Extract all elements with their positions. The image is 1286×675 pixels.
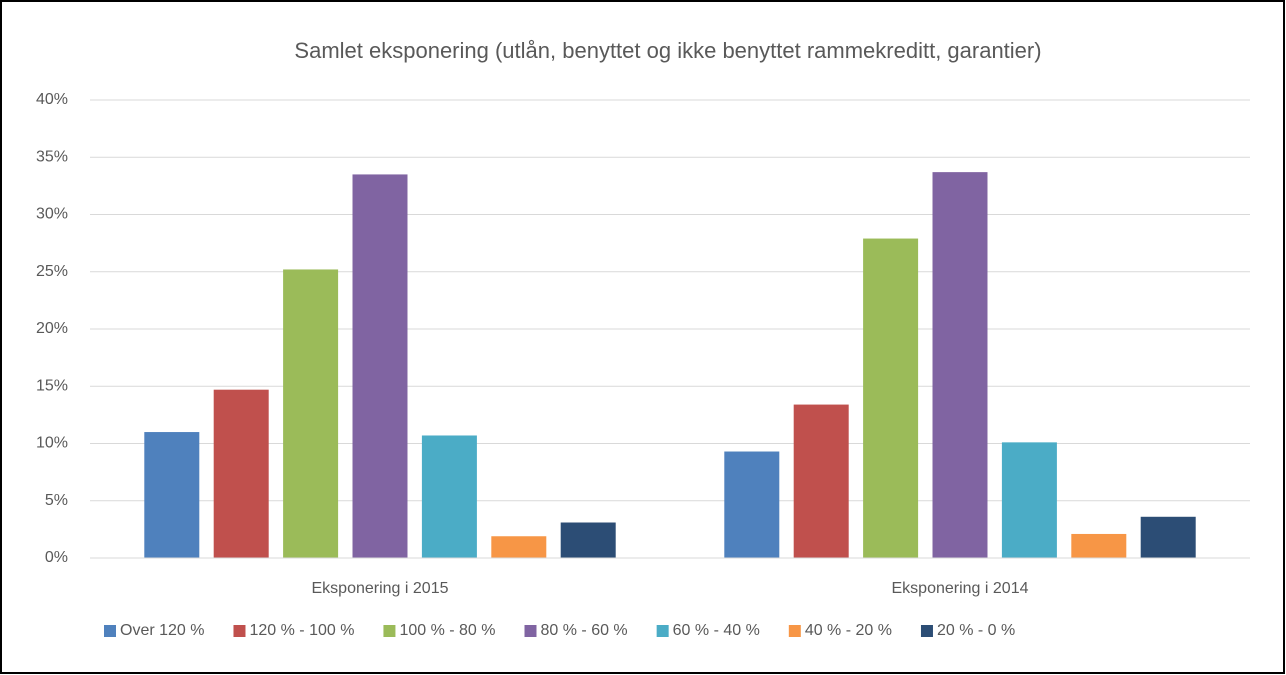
legend-label: 40 % - 20 % (805, 622, 892, 639)
legend-swatch (233, 625, 246, 637)
y-tick-label: 15% (36, 377, 68, 394)
x-tick-label: Eksponering i 2015 (312, 580, 449, 597)
legend-label: 80 % - 60 % (541, 622, 628, 639)
legend-swatch (383, 625, 396, 637)
legend-label: 60 % - 40 % (673, 622, 760, 639)
legend-swatch (104, 625, 116, 637)
chart-title: Samlet eksponering (utlån, benyttet og i… (294, 38, 1041, 63)
bar (144, 432, 200, 558)
bar (1001, 442, 1057, 558)
legend-swatch (788, 625, 801, 637)
legend-swatch (524, 625, 537, 637)
y-tick-label: 5% (45, 492, 68, 509)
y-tick-label: 10% (36, 435, 68, 452)
bar (1140, 516, 1196, 558)
bar (560, 522, 616, 558)
legend-swatch (920, 625, 933, 637)
bar (421, 435, 477, 558)
y-tick-label: 35% (36, 148, 68, 165)
legend-label: 100 % - 80 % (399, 622, 495, 639)
bar (1071, 533, 1127, 558)
legend-label: Over 120 % (120, 622, 204, 639)
bar (863, 238, 919, 559)
y-tick-label: 25% (36, 263, 68, 280)
x-tick-label: Eksponering i 2014 (892, 580, 1029, 597)
y-tick-label: 40% (36, 91, 68, 108)
legend-label: 20 % - 0 % (937, 622, 1015, 639)
y-tick-label: 20% (36, 320, 68, 337)
bar (491, 536, 547, 558)
bar (283, 269, 339, 558)
legend-swatch (656, 625, 669, 637)
bar (932, 172, 988, 558)
bar (352, 174, 408, 559)
bar (793, 404, 849, 558)
bar (724, 451, 780, 558)
legend-label: 120 % - 100 % (249, 622, 354, 639)
y-tick-label: 30% (36, 206, 68, 223)
bar (213, 389, 269, 558)
y-tick-label: 0% (45, 549, 68, 566)
